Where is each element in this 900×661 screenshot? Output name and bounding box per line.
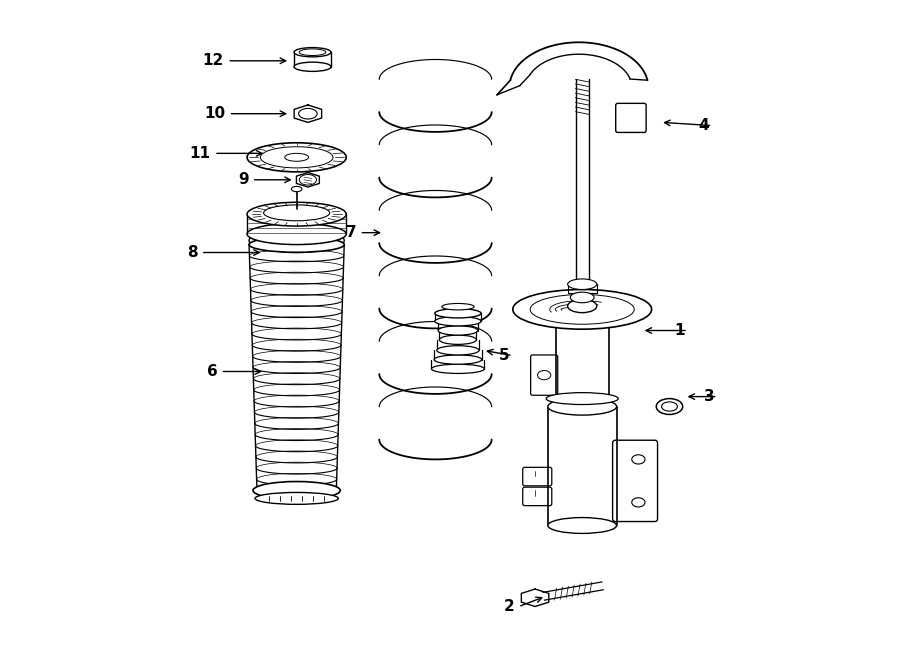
Text: 12: 12 [202, 54, 224, 68]
Ellipse shape [513, 290, 652, 329]
Ellipse shape [299, 49, 326, 56]
Text: 5: 5 [499, 348, 509, 363]
Ellipse shape [436, 346, 479, 355]
Text: 2: 2 [504, 600, 515, 614]
Ellipse shape [439, 335, 476, 344]
Ellipse shape [656, 399, 683, 414]
Ellipse shape [248, 202, 346, 226]
Ellipse shape [434, 355, 482, 364]
Ellipse shape [435, 309, 482, 318]
Ellipse shape [438, 326, 478, 335]
Text: 8: 8 [187, 245, 197, 260]
Ellipse shape [435, 317, 482, 326]
FancyBboxPatch shape [616, 103, 646, 132]
Ellipse shape [431, 364, 484, 373]
Ellipse shape [530, 294, 634, 324]
Ellipse shape [294, 48, 331, 57]
Ellipse shape [548, 398, 617, 415]
Ellipse shape [299, 108, 317, 119]
FancyBboxPatch shape [613, 440, 658, 522]
Text: 6: 6 [207, 364, 217, 379]
Text: 4: 4 [698, 118, 709, 133]
FancyBboxPatch shape [531, 355, 558, 395]
Ellipse shape [284, 153, 309, 161]
Text: 7: 7 [346, 225, 356, 240]
Ellipse shape [248, 143, 346, 172]
Ellipse shape [442, 303, 474, 310]
Ellipse shape [300, 175, 317, 185]
Text: 3: 3 [704, 389, 715, 404]
Text: 1: 1 [674, 323, 685, 338]
Ellipse shape [537, 370, 551, 379]
Text: 10: 10 [204, 106, 225, 121]
Ellipse shape [248, 223, 346, 245]
Ellipse shape [568, 279, 597, 290]
Ellipse shape [292, 186, 302, 192]
Ellipse shape [294, 62, 331, 71]
Ellipse shape [632, 498, 645, 507]
Ellipse shape [546, 393, 618, 405]
Ellipse shape [255, 492, 338, 504]
Ellipse shape [249, 229, 344, 253]
Ellipse shape [264, 205, 329, 221]
Ellipse shape [548, 518, 617, 533]
Ellipse shape [249, 237, 344, 253]
Ellipse shape [556, 399, 608, 414]
Text: 11: 11 [190, 146, 211, 161]
FancyBboxPatch shape [523, 487, 552, 506]
Ellipse shape [253, 481, 340, 500]
FancyBboxPatch shape [523, 467, 552, 486]
Ellipse shape [632, 455, 645, 464]
Ellipse shape [662, 402, 678, 411]
Ellipse shape [568, 299, 597, 313]
Text: 9: 9 [238, 173, 248, 187]
Ellipse shape [260, 147, 333, 168]
Ellipse shape [571, 292, 594, 303]
